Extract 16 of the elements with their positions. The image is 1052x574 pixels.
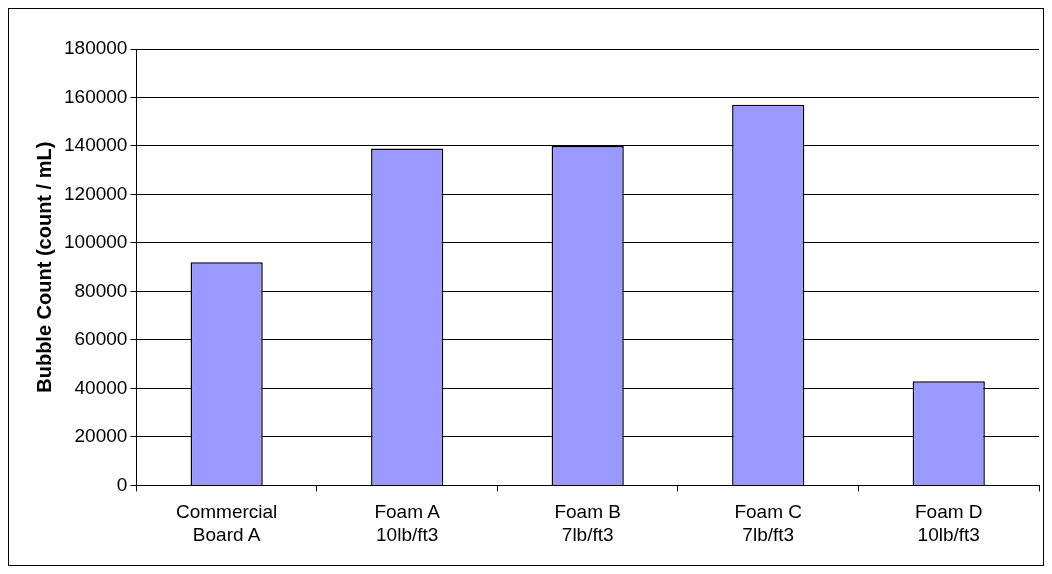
y-tick-label: 160000: [64, 85, 128, 107]
y-tick-label: 0: [116, 473, 128, 495]
y-tick-label: 60000: [74, 328, 128, 350]
y-tick-label: 100000: [64, 231, 128, 253]
y-tick-label: 20000: [74, 425, 128, 447]
x-tick-label: Foam B 7lb/ft3: [554, 501, 621, 545]
y-tick-label: 80000: [74, 279, 128, 301]
y-tick-label: 120000: [64, 182, 128, 204]
x-tick-label: Foam C 7lb/ft3: [734, 501, 803, 545]
x-tick-label: Commercial Board A: [175, 501, 278, 545]
y-tick-label: 140000: [64, 134, 128, 156]
y-tick-label: 180000: [64, 37, 128, 59]
x-tick-label: Foam A 10lb/ft3: [374, 501, 441, 545]
y-axis-title: Bubble Count (count / mL): [32, 141, 55, 393]
x-tick-label: Foam D 10lb/ft3: [914, 501, 983, 545]
y-tick-label: 40000: [74, 376, 128, 398]
